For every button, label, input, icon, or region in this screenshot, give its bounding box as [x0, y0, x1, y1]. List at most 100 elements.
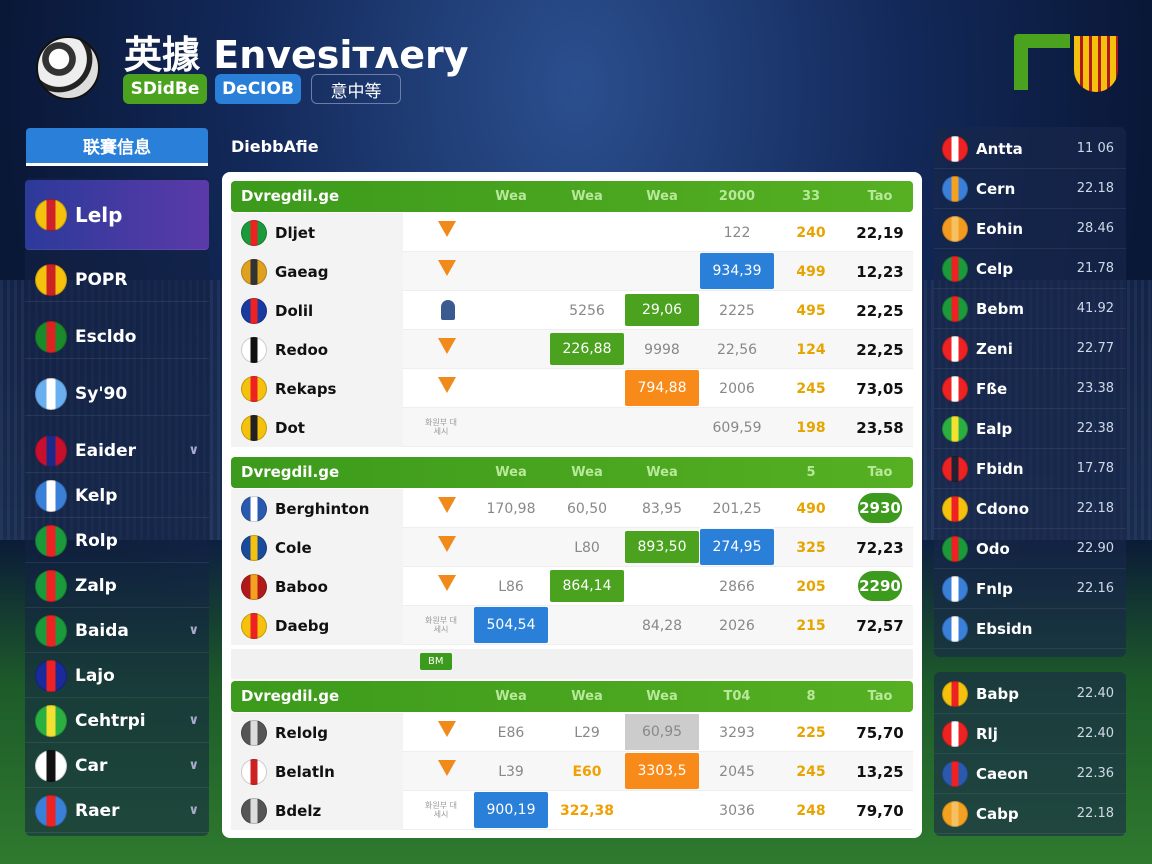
table-row[interactable]: Belatln L39 E60 3303,5 2045 245 13,25 — [231, 752, 913, 791]
chevron-down-icon[interactable]: ∨ — [188, 443, 199, 458]
sidebar-item[interactable]: Cehtrpi ∨ — [25, 699, 209, 743]
column-header[interactable]: 8 — [806, 689, 816, 704]
right-team-item[interactable]: Rlj 22.40 — [934, 714, 1126, 754]
team-value: 22.18 — [1076, 806, 1114, 821]
right-team-item[interactable]: Zeni 22.77 — [934, 329, 1126, 369]
team-name-cell[interactable]: Dljet — [231, 213, 403, 252]
chevron-down-icon[interactable]: ∨ — [188, 713, 199, 728]
table-row[interactable]: Berghinton 170,98 60,50 83,95 201,25 490 2930 — [231, 489, 913, 528]
sidebar-item-label: Raer — [75, 800, 120, 821]
chevron-down-icon[interactable]: ∨ — [188, 758, 199, 773]
table-row[interactable]: Dolil 5256 29,06 2225 495 22,25 — [231, 291, 913, 330]
chevron-down-icon[interactable]: ∨ — [188, 803, 199, 818]
right-team-item[interactable]: Cabp 22.18 — [934, 794, 1126, 834]
column-header[interactable]: Wea — [646, 689, 678, 704]
right-team-item[interactable]: Cern 22.18 — [934, 169, 1126, 209]
right-team-item[interactable]: Babp 22.40 — [934, 674, 1126, 714]
table-row[interactable]: Redoo 226,88 9998 22,56 124 22,25 — [231, 330, 913, 369]
right-team-item[interactable]: Fbidn 17.78 — [934, 449, 1126, 489]
team-name-cell[interactable]: Dot — [231, 408, 403, 447]
chevron-down-icon[interactable]: ∨ — [188, 623, 199, 638]
right-team-item[interactable]: Bebm 41.92 — [934, 289, 1126, 329]
table-row[interactable]: Bdelz 화원부 대세시 900,19 322,38 3036 248 79,70 — [231, 791, 913, 830]
right-team-item[interactable]: Eohin 28.46 — [934, 209, 1126, 249]
extra-badge[interactable]: BM — [420, 653, 452, 670]
sidebar-item[interactable]: Zalp — [25, 564, 209, 608]
value-cell: 60,50 — [566, 500, 608, 517]
sidebar-item[interactable]: Baida ∨ — [25, 609, 209, 653]
team-name-cell[interactable]: Baboo — [231, 567, 403, 606]
sidebar-item[interactable]: Raer ∨ — [25, 789, 209, 833]
team-name: Odo — [976, 539, 1010, 558]
team-name-cell[interactable]: Rekaps — [231, 369, 403, 408]
column-header[interactable]: T04 — [723, 689, 751, 704]
team-name-cell[interactable]: Cole — [231, 528, 403, 567]
right-team-item[interactable]: Fnlp 22.16 — [934, 569, 1126, 609]
team-name-cell[interactable]: Belatln — [231, 752, 403, 791]
value-cell: 495 — [796, 302, 826, 319]
team-value: 22.40 — [1076, 686, 1114, 701]
sidebar-item[interactable]: Lajo — [25, 654, 209, 698]
table-row[interactable]: Relolg E86 L29 60,95 3293 225 75,70 — [231, 713, 913, 752]
column-header[interactable]: Wea — [495, 689, 527, 704]
sidebar-item[interactable]: Lelp — [25, 180, 209, 250]
column-header[interactable]: Wea — [495, 189, 527, 204]
value-cell: 22,56 — [716, 341, 758, 358]
team-name: Cern — [976, 179, 1016, 198]
team-name-cell[interactable]: Berghinton — [231, 489, 403, 528]
club-crest-icon — [1074, 36, 1118, 92]
column-header[interactable]: Wea — [571, 689, 603, 704]
table-row[interactable]: Dljet 122 240 22,19 — [231, 213, 913, 252]
team-name-cell[interactable]: Bdelz — [231, 791, 403, 830]
column-header[interactable]: Wea — [571, 465, 603, 480]
club-icon — [241, 573, 267, 600]
value-cell: 205 — [796, 578, 826, 595]
table-row[interactable]: Dot 화원부 대세시 609,59 198 23,58 — [231, 408, 913, 447]
badge-green[interactable]: SDidBe — [123, 74, 207, 104]
team-name-cell[interactable]: Relolg — [231, 713, 403, 752]
column-header[interactable]: 2000 — [718, 189, 756, 204]
tab-secondary[interactable]: DiebbAfie — [231, 137, 319, 156]
right-team-item[interactable]: Cdono 22.18 — [934, 489, 1126, 529]
team-name-cell[interactable]: Daebg — [231, 606, 403, 645]
badge-outline[interactable]: 意中等 — [311, 74, 401, 104]
right-team-item[interactable]: Odo 22.90 — [934, 529, 1126, 569]
badge-blue[interactable]: DeCIOB — [215, 74, 301, 104]
team-name: Daebg — [275, 616, 330, 635]
sidebar-item[interactable]: POPR — [25, 258, 209, 302]
column-header[interactable]: Tao — [867, 189, 893, 204]
sidebar-item[interactable]: Eaider ∨ — [25, 429, 209, 473]
column-header[interactable]: Wea — [646, 189, 678, 204]
column-header[interactable]: Wea — [571, 189, 603, 204]
sidebar-item[interactable]: Rolp — [25, 519, 209, 563]
table-row[interactable]: Gaeag 934,39 499 12,23 — [231, 252, 913, 291]
sidebar-item[interactable]: Car ∨ — [25, 744, 209, 788]
column-header[interactable]: 5 — [806, 465, 816, 480]
sidebar-item[interactable]: Escldo — [25, 315, 209, 359]
right-team-item[interactable]: Caeon 22.36 — [934, 754, 1126, 794]
right-team-item[interactable]: Ebsidn — [934, 609, 1126, 649]
right-team-item[interactable]: Ealp 22.38 — [934, 409, 1126, 449]
column-header[interactable]: 33 — [801, 189, 821, 204]
column-header[interactable]: Tao — [867, 689, 893, 704]
table-row[interactable]: Rekaps 794,88 2006 245 73,05 — [231, 369, 913, 408]
right-team-item[interactable]: Fße 23.38 — [934, 369, 1126, 409]
table-row[interactable]: Baboo L86 864,14 2866 205 2290 — [231, 567, 913, 606]
sidebar-item[interactable]: Sy'90 — [25, 372, 209, 416]
team-name: Relolg — [275, 723, 329, 742]
table-row[interactable]: Daebg 화원부 대세시 504,54 84,28 2026 215 72,57 — [231, 606, 913, 645]
value-cell: 322,38 — [559, 802, 615, 819]
team-name-cell[interactable]: Redoo — [231, 330, 403, 369]
team-name-cell[interactable]: Gaeag — [231, 252, 403, 291]
right-team-item[interactable]: Celp 21.78 — [934, 249, 1126, 289]
table-row[interactable]: Cole L80 893,50 274,95 325 72,23 — [231, 528, 913, 567]
column-header[interactable]: Wea — [495, 465, 527, 480]
value-cell: 490 — [796, 500, 826, 517]
tab-league-info[interactable]: 联賽信息 — [26, 128, 208, 166]
column-header[interactable]: Tao — [867, 465, 893, 480]
column-header[interactable]: Wea — [646, 465, 678, 480]
sidebar-item[interactable]: Kelp — [25, 474, 209, 518]
right-team-item[interactable]: Antta 11 06 — [934, 129, 1126, 169]
team-icon — [942, 175, 968, 202]
team-name-cell[interactable]: Dolil — [231, 291, 403, 330]
